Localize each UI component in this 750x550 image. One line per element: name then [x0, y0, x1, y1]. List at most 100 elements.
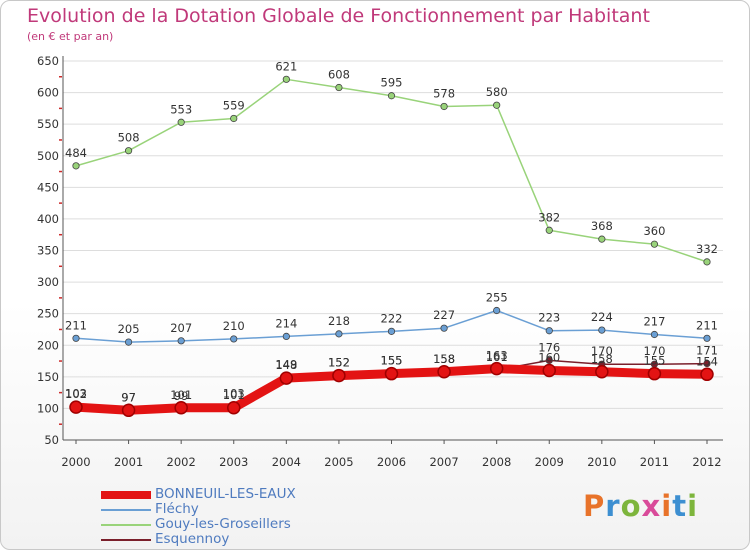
point-bonneuil-les-eaux: [700, 367, 714, 382]
point-gouy-les-groseillers: [493, 101, 501, 109]
data-label-gouy-les-groseillers: 332: [696, 242, 718, 256]
data-label-esquennoy: 158: [433, 352, 455, 366]
legend-swatch: [101, 524, 151, 526]
data-label-gouy-les-groseillers: 559: [223, 98, 245, 112]
data-label-bonneuil-les-eaux: 101: [170, 388, 192, 402]
y-tick-label: 300: [37, 275, 59, 289]
point-bonneuil-les-eaux: [437, 365, 451, 379]
point-gouy-les-groseillers: [703, 258, 711, 266]
logo-letter: t: [672, 489, 688, 523]
data-label-fl-chy: 211: [696, 318, 718, 332]
x-tick-label: 2010: [587, 455, 616, 469]
point-bonneuil-les-eaux: [332, 368, 346, 383]
data-label-bonneuil-les-eaux: 160: [538, 351, 560, 365]
data-label-esquennoy: 103: [65, 387, 87, 401]
data-label-bonneuil-les-eaux: 163: [486, 349, 508, 363]
point-bonneuil-les-eaux: [69, 400, 83, 414]
point-fl-chy: [387, 327, 396, 335]
x-tick-label: 2004: [272, 455, 301, 469]
data-label-esquennoy: 170: [643, 344, 665, 358]
point-esquennoy: [703, 359, 711, 368]
point-gouy-les-groseillers: [650, 240, 659, 248]
data-label-esquennoy: 99: [174, 389, 189, 403]
point-gouy-les-groseillers: [72, 162, 80, 170]
data-label-fl-chy: 210: [223, 319, 245, 333]
y-tick-label: 400: [37, 212, 59, 226]
data-label-fl-chy: 217: [643, 315, 665, 329]
proxiti-logo: Proxiti: [583, 489, 698, 523]
legend-swatch: [101, 539, 151, 541]
data-label-esquennoy: 161: [486, 350, 508, 364]
point-fl-chy: [703, 334, 711, 342]
legend-swatch: [101, 491, 151, 499]
data-label-esquennoy: 170: [591, 344, 613, 358]
x-tick-label: 2000: [61, 455, 90, 469]
data-label-gouy-les-groseillers: 621: [275, 59, 297, 73]
x-tick-label: 2003: [219, 455, 248, 469]
x-tick-label: 2011: [640, 455, 669, 469]
point-bonneuil-les-eaux: [227, 401, 241, 415]
series-layer: [69, 75, 714, 418]
data-label-fl-chy: 211: [65, 318, 87, 332]
y-tick-label: 600: [37, 86, 59, 100]
point-gouy-les-groseillers: [282, 75, 290, 83]
point-bonneuil-les-eaux: [489, 361, 504, 376]
x-tick-label: 2007: [429, 455, 458, 469]
point-gouy-les-groseillers: [177, 118, 185, 126]
point-fl-chy: [650, 330, 659, 339]
data-label-bonneuil-les-eaux: 101: [223, 388, 245, 402]
data-label-bonneuil-les-eaux: 155: [381, 354, 403, 368]
point-bonneuil-les-eaux: [384, 366, 399, 381]
point-gouy-les-groseillers: [387, 92, 396, 100]
data-label-esquennoy: 149: [275, 357, 297, 371]
point-fl-chy: [335, 330, 343, 338]
data-label-esquennoy: 176: [538, 340, 560, 354]
point-bonneuil-les-eaux: [121, 403, 136, 418]
data-label-esquennoy: 171: [696, 344, 718, 358]
y-tick-label: 550: [37, 117, 59, 131]
grid-layer: [63, 60, 723, 441]
logo-letter: i: [687, 489, 699, 523]
point-gouy-les-groseillers: [335, 83, 343, 92]
x-tick-label: 2001: [114, 455, 143, 469]
legend-label: Esquennoy: [155, 531, 230, 547]
data-label-gouy-les-groseillers: 553: [170, 102, 192, 116]
data-label-bonneuil-les-eaux: 158: [433, 352, 455, 366]
point-fl-chy: [598, 326, 606, 334]
data-label-gouy-les-groseillers: 578: [433, 86, 455, 100]
legend-label: BONNEUIL-LES-EAUX: [155, 486, 296, 502]
logo-letter: x: [641, 489, 662, 523]
data-label-fl-chy: 207: [170, 321, 192, 335]
data-label-gouy-les-groseillers: 360: [643, 224, 665, 238]
y-tick-label: 200: [37, 338, 59, 352]
y-tick-label: 250: [37, 307, 59, 321]
point-fl-chy: [72, 334, 80, 342]
data-label-gouy-les-groseillers: 595: [381, 76, 403, 90]
point-fl-chy: [440, 324, 448, 332]
point-fl-chy: [124, 338, 133, 346]
data-label-fl-chy: 223: [538, 311, 560, 325]
chart-subtitle: (en € et par an): [27, 30, 114, 43]
data-label-gouy-les-groseillers: 580: [486, 85, 508, 99]
data-label-fl-chy: 218: [328, 314, 350, 328]
data-label-gouy-les-groseillers: 608: [328, 68, 350, 82]
point-fl-chy: [282, 332, 290, 341]
point-fl-chy: [230, 335, 238, 343]
point-gouy-les-groseillers: [440, 102, 448, 111]
x-tick-label: 2008: [482, 455, 511, 469]
point-gouy-les-groseillers: [124, 147, 133, 155]
data-label-esquennoy: 103: [223, 387, 245, 401]
point-bonneuil-les-eaux: [542, 363, 556, 378]
data-label-esquennoy: 152: [328, 356, 350, 370]
y-tick-label: 150: [37, 370, 59, 384]
data-label-gouy-les-groseillers: 382: [538, 210, 560, 224]
data-label-bonneuil-les-eaux: 152: [328, 356, 350, 370]
x-tick-label: 2006: [377, 455, 406, 469]
logo-letter: r: [605, 489, 621, 523]
data-label-fl-chy: 224: [591, 310, 613, 324]
data-label-bonneuil-les-eaux: 155: [643, 354, 665, 368]
point-fl-chy: [545, 327, 553, 335]
point-bonneuil-les-eaux: [647, 366, 662, 381]
data-label-esquennoy: 155: [381, 354, 403, 368]
